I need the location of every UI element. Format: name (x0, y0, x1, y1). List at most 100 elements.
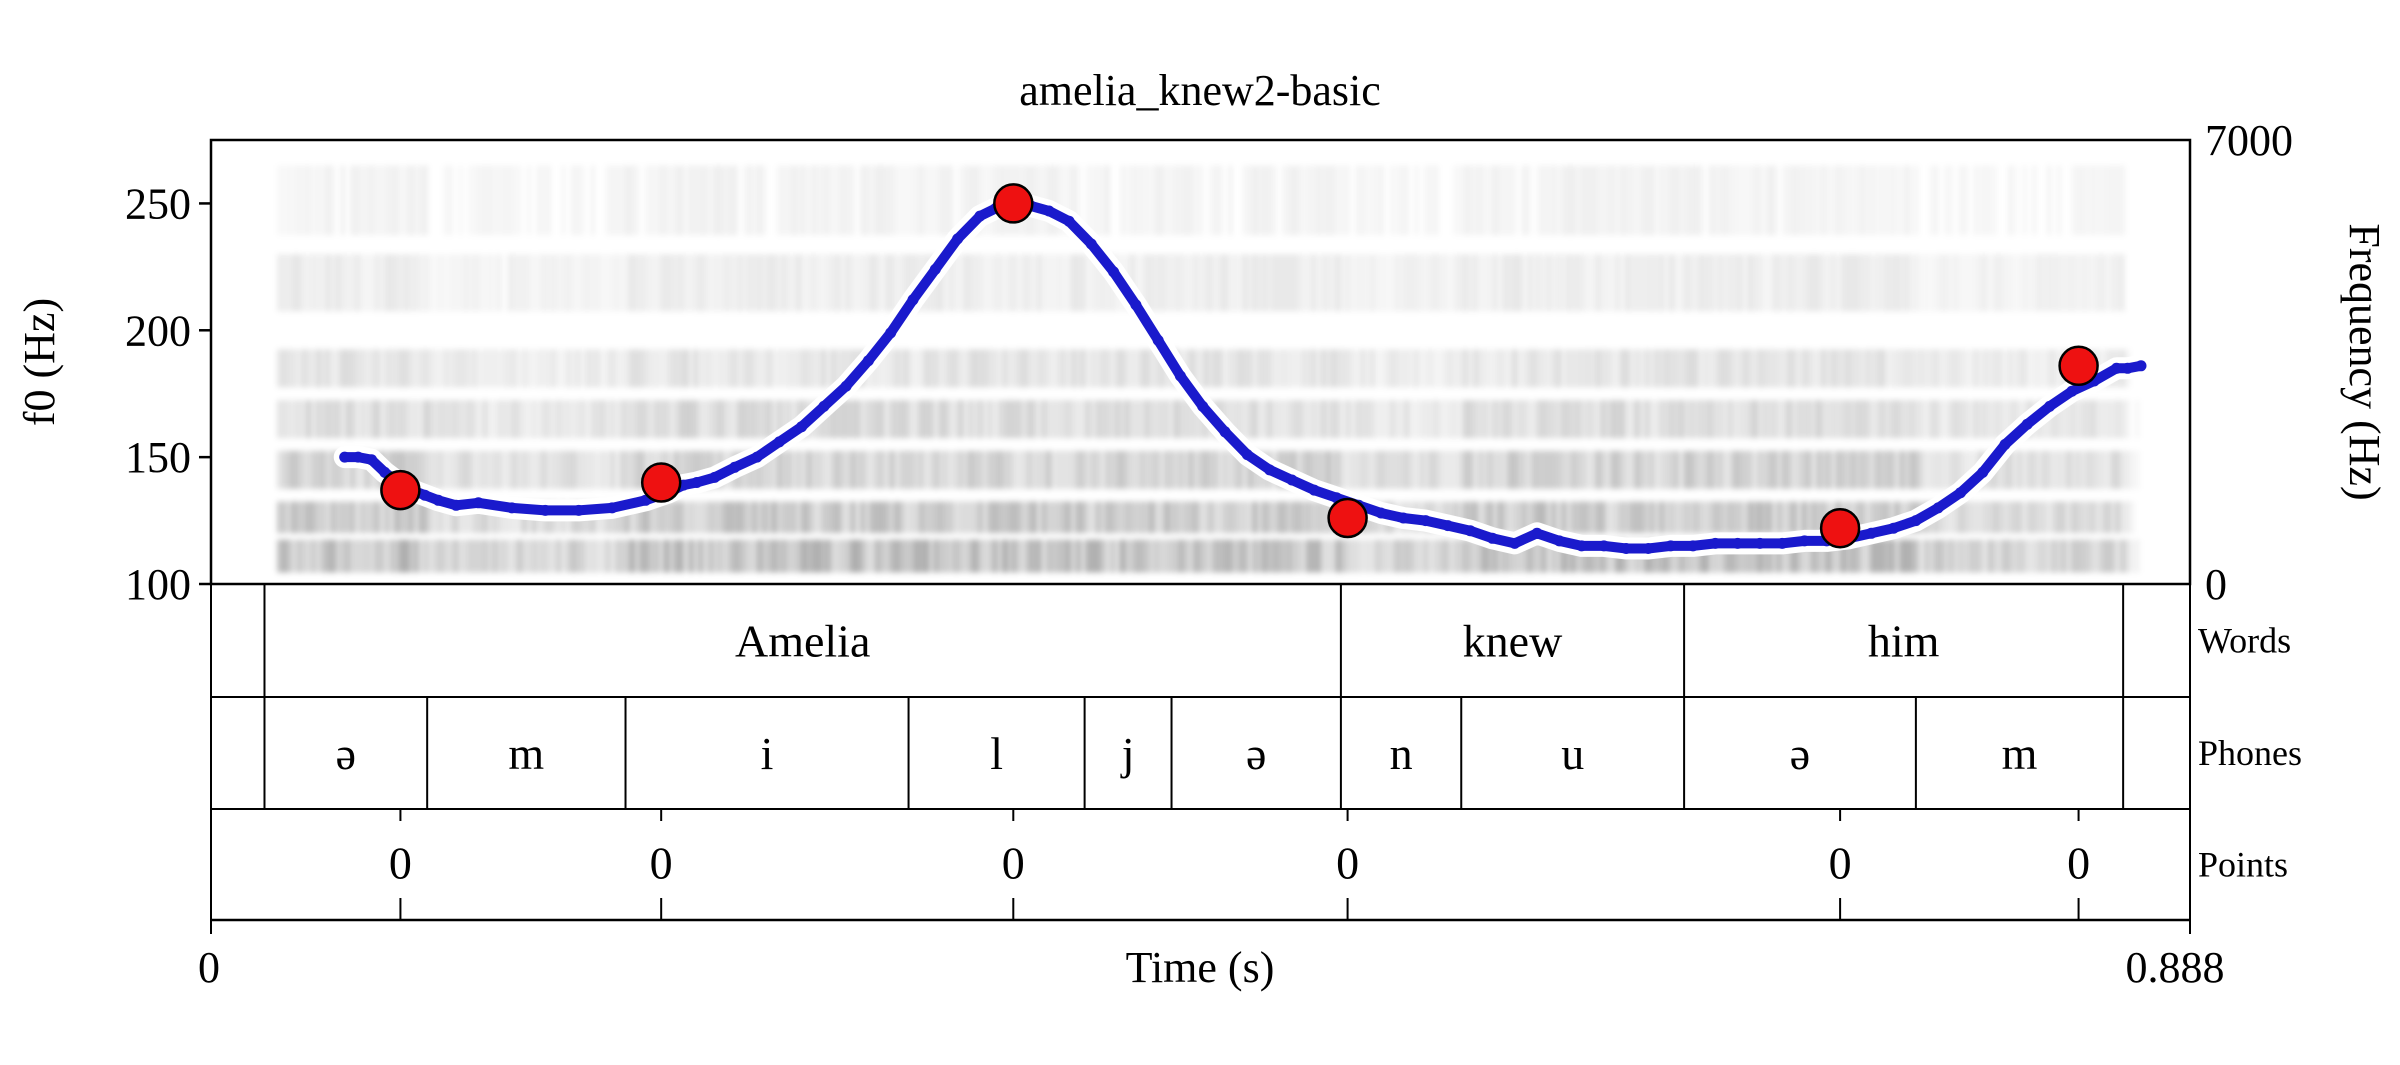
spectrogram-cell (1317, 400, 1320, 438)
spectrogram-cell (837, 254, 840, 311)
spectrogram-cell (602, 349, 605, 387)
f0-point (2122, 363, 2133, 374)
f0-point (419, 490, 430, 501)
spectrogram-cell (2067, 502, 2070, 534)
spectrogram-cell (611, 400, 614, 438)
spectrogram-cell (606, 165, 609, 235)
spectrogram-cell (2087, 254, 2090, 311)
spectrogram-cell (1170, 400, 1173, 438)
f0-point (863, 355, 874, 366)
spectrogram-cell (641, 254, 644, 311)
spectrogram-cell (562, 400, 565, 438)
spectrogram-cell (847, 502, 850, 534)
spectrogram-cell (1979, 349, 1982, 387)
f0-point (2000, 439, 2011, 450)
spectrogram-cell (1004, 254, 1007, 311)
f0-point (1554, 535, 1565, 546)
y-tick-label: 150 (125, 433, 191, 482)
spectrogram-cell (1705, 254, 1708, 311)
y-axis-ticks: 100150200250 (125, 179, 211, 609)
spectrogram-cell (405, 540, 408, 573)
spectrogram-cell (381, 540, 384, 573)
spectrogram-cell (1332, 349, 1335, 387)
spectrogram-cell (1587, 254, 1590, 311)
spectrogram-cell (1538, 165, 1541, 235)
spectrogram-cell (518, 540, 521, 573)
spectrogram-cell (1401, 254, 1404, 311)
spectrogram-cell (1406, 451, 1409, 489)
spectrogram-cell (680, 502, 683, 534)
spectrogram-cell (724, 254, 727, 311)
spectrogram-cell (1057, 540, 1060, 573)
spectrogram-cell (1955, 540, 1958, 573)
spectrogram-cell (920, 400, 923, 438)
spectrogram-cell (597, 540, 600, 573)
spectrogram-cell (1092, 502, 1095, 534)
spectrogram-cell (1347, 540, 1350, 573)
spectrogram-cell (1440, 349, 1443, 387)
spectrogram-cell (915, 540, 918, 573)
spectrogram-cell (1386, 540, 1389, 573)
spectrogram-cell (307, 400, 310, 438)
spectrogram-cell (1808, 400, 1811, 438)
spectrogram-cell (1214, 451, 1217, 489)
spectrogram-cell (2097, 400, 2100, 438)
spectrogram-cell (1661, 400, 1664, 438)
spectrogram-cell (1156, 540, 1159, 573)
spectrogram-cell (675, 400, 678, 438)
spectrogram-cell (1719, 349, 1722, 387)
spectrogram-cell (773, 502, 776, 534)
spectrogram-cell (1357, 254, 1360, 311)
spectrogram-cell (499, 400, 502, 438)
interval-label: m (2002, 728, 2038, 779)
spectrogram-cell (454, 349, 457, 387)
spectrogram-cell (1646, 400, 1649, 438)
spectrogram-cell (1876, 165, 1879, 235)
spectrogram-cell (1303, 540, 1306, 573)
spectrogram-cell (2117, 451, 2120, 489)
spectrogram-cell (1013, 451, 1016, 489)
spectrogram-cell (1141, 349, 1144, 387)
spectrogram-cell (1415, 540, 1418, 573)
spectrogram-cell (366, 540, 369, 573)
spectrogram-cell (469, 165, 472, 235)
f0-point (1509, 538, 1520, 549)
spectrogram-cell (1607, 254, 1610, 311)
spectrogram-cell (616, 165, 619, 235)
spectrogram-cell (322, 349, 325, 387)
spectrogram-cell (312, 254, 315, 311)
spectrogram-cell (1303, 400, 1306, 438)
spectrogram-cell (1366, 254, 1369, 311)
spectrogram-cell (1729, 451, 1732, 489)
spectrogram-cell (1871, 349, 1874, 387)
spectrogram-cell (1852, 400, 1855, 438)
spectrogram-cell (822, 165, 825, 235)
spectrogram-cell (1901, 349, 1904, 387)
spectrogram-cell (2092, 254, 2095, 311)
spectrogram-cell (1283, 254, 1286, 311)
spectrogram-cell (499, 349, 502, 387)
spectrogram-cell (1224, 502, 1227, 534)
y-tick-label: 200 (125, 306, 191, 355)
spectrogram-cell (1013, 349, 1016, 387)
spectrogram-cell (1523, 165, 1526, 235)
spectrogram-cell (969, 540, 972, 573)
spectrogram-cell (1092, 540, 1095, 573)
spectrogram-cell (714, 349, 717, 387)
spectrogram-cell (1410, 451, 1413, 489)
spectrogram-cell (1999, 540, 2002, 573)
spectrogram-cell (1768, 451, 1771, 489)
spectrogram-cell (1631, 502, 1634, 534)
spectrogram-cell (616, 349, 619, 387)
spectrogram-cell (793, 502, 796, 534)
spectrogram-cell (1518, 349, 1521, 387)
spectrogram-cell (2107, 451, 2110, 489)
spectrogram-cell (935, 400, 938, 438)
spectrogram-cell (1376, 540, 1379, 573)
spectrogram-cell (1474, 540, 1477, 573)
spectrogram-cell (1425, 349, 1428, 387)
spectrogram-cell (940, 165, 943, 235)
spectrogram-cell (1876, 400, 1879, 438)
spectrogram-cell (837, 451, 840, 489)
spectrogram-cell (1778, 502, 1781, 534)
